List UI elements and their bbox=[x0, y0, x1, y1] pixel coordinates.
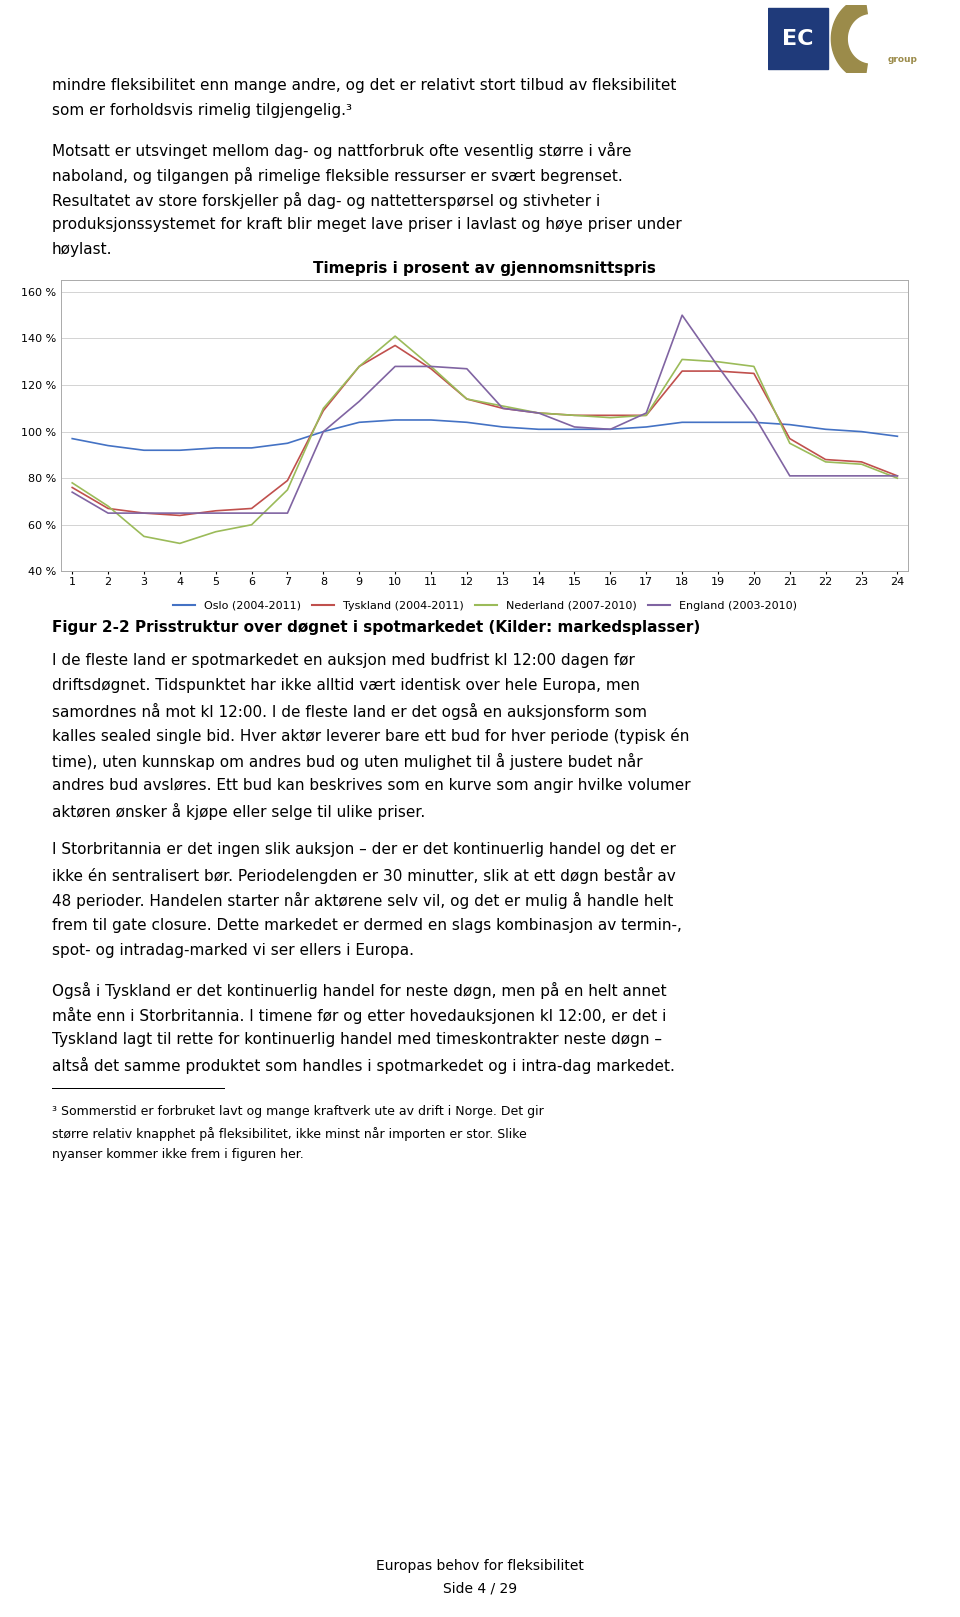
Text: Figur 2-2 Prisstruktur over døgnet i spotmarkedet (Kilder: markedsplasser): Figur 2-2 Prisstruktur over døgnet i spo… bbox=[52, 619, 700, 635]
Text: driftsdøgnet. Tidspunktet har ikke alltid vært identisk over hele Europa, men: driftsdøgnet. Tidspunktet har ikke allti… bbox=[52, 678, 639, 692]
Text: høylast.: høylast. bbox=[52, 243, 112, 257]
Text: group: group bbox=[888, 55, 918, 63]
Text: måte enn i Storbritannia. I timene før og etter hovedauksjonen kl 12:00, er det : måte enn i Storbritannia. I timene før o… bbox=[52, 1007, 666, 1024]
Text: Tyskland lagt til rette for kontinuerlig handel med timeskontrakter neste døgn –: Tyskland lagt til rette for kontinuerlig… bbox=[52, 1032, 661, 1046]
Text: ikke én sentralisert bør. Periodelengden er 30 minutter, slik at ett døgn består: ikke én sentralisert bør. Periodelengden… bbox=[52, 867, 676, 884]
Text: nyanser kommer ikke frem i figuren her.: nyanser kommer ikke frem i figuren her. bbox=[52, 1148, 303, 1161]
Text: produksjonssystemet for kraft blir meget lave priser i lavlast og høye priser un: produksjonssystemet for kraft blir meget… bbox=[52, 217, 682, 233]
Text: I Storbritannia er det ingen slik auksjon – der er det kontinuerlig handel og de: I Storbritannia er det ingen slik auksjo… bbox=[52, 842, 676, 857]
Text: Motsatt er utsvinget mellom dag- og nattforbruk ofte vesentlig større i våre: Motsatt er utsvinget mellom dag- og natt… bbox=[52, 142, 632, 158]
Text: altså det samme produktet som handles i spotmarkedet og i intra-dag markedet.: altså det samme produktet som handles i … bbox=[52, 1058, 675, 1074]
Text: mindre fleksibilitet enn mange andre, og det er relativt stort tilbud av fleksib: mindre fleksibilitet enn mange andre, og… bbox=[52, 78, 676, 92]
Text: Resultatet av store forskjeller på dag- og nattetterspørsel og stivheter i: Resultatet av store forskjeller på dag- … bbox=[52, 192, 600, 209]
Text: spot- og intradag-marked vi ser ellers i Europa.: spot- og intradag-marked vi ser ellers i… bbox=[52, 943, 414, 957]
Text: som er forholdsvis rimelig tilgjengelig.³: som er forholdsvis rimelig tilgjengelig.… bbox=[52, 103, 351, 118]
Text: time), uten kunnskap om andres bud og uten mulighet til å justere budet når: time), uten kunnskap om andres bud og ut… bbox=[52, 754, 642, 770]
Text: frem til gate closure. Dette markedet er dermed en slags kombinasjon av termin-,: frem til gate closure. Dette markedet er… bbox=[52, 917, 682, 933]
Text: naboland, og tilgangen på rimelige fleksible ressurser er svært begrenset.: naboland, og tilgangen på rimelige fleks… bbox=[52, 167, 623, 184]
Text: Side 4 / 29: Side 4 / 29 bbox=[443, 1581, 517, 1596]
Text: aktøren ønsker å kjøpe eller selge til ulike priser.: aktøren ønsker å kjøpe eller selge til u… bbox=[52, 804, 425, 820]
Text: samordnes nå mot kl 12:00. I de fleste land er det også en auksjonsform som: samordnes nå mot kl 12:00. I de fleste l… bbox=[52, 703, 647, 720]
Text: 48 perioder. Handelen starter når aktørene selv vil, og det er mulig å handle he: 48 perioder. Handelen starter når aktøre… bbox=[52, 893, 673, 909]
Text: andres bud avsløres. Ett bud kan beskrives som en kurve som angir hvilke volumer: andres bud avsløres. Ett bud kan beskriv… bbox=[52, 778, 690, 794]
Text: Også i Tyskland er det kontinuerlig handel for neste døgn, men på en helt annet: Også i Tyskland er det kontinuerlig hand… bbox=[52, 982, 666, 999]
Text: I de fleste land er spotmarkedet en auksjon med budfrist kl 12:00 dagen før: I de fleste land er spotmarkedet en auks… bbox=[52, 653, 635, 668]
Bar bbox=[768, 8, 828, 70]
Text: EC: EC bbox=[782, 29, 814, 49]
Text: kalles sealed single bid. Hver aktør leverer bare ett bud for hver periode (typi: kalles sealed single bid. Hver aktør lev… bbox=[52, 728, 689, 744]
Text: større relativ knapphet på fleksibilitet, ikke minst når importen er stor. Slike: større relativ knapphet på fleksibilitet… bbox=[52, 1127, 527, 1140]
Legend: Oslo (2004-2011), Tyskland (2004-2011), Nederland (2007-2010), England (2003-201: Oslo (2004-2011), Tyskland (2004-2011), … bbox=[168, 597, 802, 614]
Text: Europas behov for fleksibilitet: Europas behov for fleksibilitet bbox=[376, 1559, 584, 1573]
Title: Timepris i prosent av gjennomsnittspris: Timepris i prosent av gjennomsnittspris bbox=[313, 262, 657, 277]
Text: ³ Sommerstid er forbruket lavt og mange kraftverk ute av drift i Norge. Det gir: ³ Sommerstid er forbruket lavt og mange … bbox=[52, 1104, 543, 1119]
Polygon shape bbox=[831, 0, 867, 81]
